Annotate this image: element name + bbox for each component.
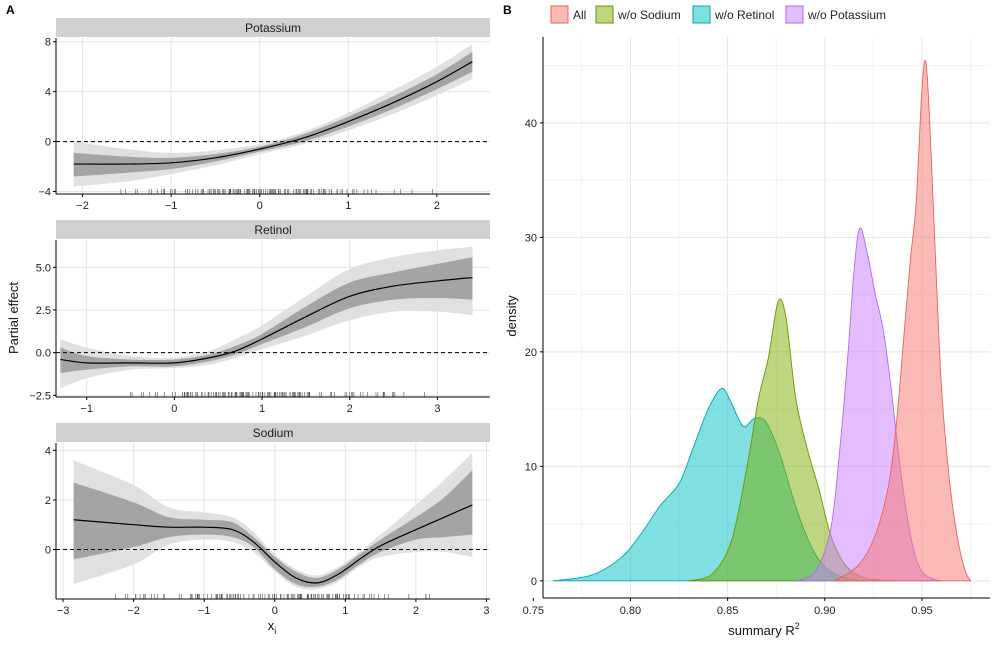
panel-b-ylabel: density (504, 295, 519, 337)
y-tick-label: 20 (525, 347, 537, 359)
x-tick-label: 0 (272, 605, 278, 617)
y-tick-label: 30 (525, 232, 537, 244)
y-tick-label: 5.0 (36, 262, 51, 274)
x-tick-label: 3 (434, 403, 440, 415)
panel-b-xlabel-sup: 2 (795, 621, 800, 631)
y-tick-label: 0 (45, 544, 51, 556)
y-tick-label: 0 (45, 137, 51, 149)
panel-b-legend: All w/o Sodium w/o Retinol w/o Potassium (550, 5, 886, 24)
x-tick-label: −2 (76, 200, 89, 212)
x-tick-label: 3 (483, 605, 489, 617)
x-tick-label: 2 (413, 605, 419, 617)
x-tick-label: −1 (165, 200, 178, 212)
legend-key-all (550, 5, 569, 24)
x-tick-label: 0.95 (911, 605, 932, 617)
legend-label-w-o-sodium: w/o Sodium (617, 8, 681, 22)
x-tick-label: 0 (171, 403, 177, 415)
panel-a-facets: Potassium −2 −1 0 1 2 −4 0 4 8 Retinol −1 0 1 2 3 −2.5 0.… (29, 18, 490, 617)
y-tick-label: 40 (525, 118, 537, 130)
y-tick-label: 0 (531, 576, 537, 588)
facet-potassium: Potassium −2 −1 0 1 2 −4 0 4 8 (38, 18, 490, 212)
panel-b-density-plot: 0.75 0.80 0.85 0.90 0.95 0 10 20 30 40 (523, 37, 990, 617)
x-tick-label: 0.90 (814, 605, 835, 617)
facet-strip-retinol (56, 220, 490, 239)
legend-key-w-o-potassium (785, 5, 804, 24)
x-tick-label: −3 (57, 605, 70, 617)
x-tick-label: 1 (259, 403, 265, 415)
y-tick-label: 2 (45, 495, 51, 507)
facet-title-retinol: Retinol (254, 223, 291, 237)
legend-key-w-o-sodium (595, 5, 614, 24)
legend-key-w-o-retinol (692, 5, 711, 24)
y-tick-label: 10 (525, 461, 537, 473)
confidence-band-inner-sodium (73, 470, 473, 587)
density-area-all (832, 60, 972, 582)
legend-label-w-o-retinol: w/o Retinol (714, 8, 774, 22)
confidence-band-inner-potassium (73, 51, 473, 177)
x-tick-label: 0.75 (523, 605, 544, 617)
x-tick-label: −1 (80, 403, 93, 415)
confidence-band-outer-retinol (60, 246, 473, 389)
legend-label-w-o-potassium: w/o Potassium (807, 8, 886, 22)
x-tick-label: 1 (345, 200, 351, 212)
confidence-band-inner-retinol (60, 257, 473, 374)
x-tick-label: 2 (434, 200, 440, 212)
fitted-line-retinol (60, 276, 473, 364)
x-tick-label: 0 (257, 200, 263, 212)
y-tick-label: 2.5 (36, 305, 51, 317)
x-tick-label: −1 (198, 605, 211, 617)
x-tick-label: 1 (342, 605, 348, 617)
panel-a-ylabel: Partial effect (6, 282, 21, 354)
rug-retinol (130, 392, 425, 397)
x-tick-label: 2 (347, 403, 353, 415)
facet-title-sodium: Sodium (253, 426, 294, 440)
y-tick-label: 4 (45, 445, 51, 457)
facet-title-potassium: Potassium (245, 21, 301, 35)
panel-a-xlabel-sub: i (274, 626, 276, 636)
x-tick-label: −2 (127, 605, 140, 617)
y-tick-label: 8 (45, 37, 51, 49)
facet-strip-sodium (56, 423, 490, 442)
y-tick-label: −2.5 (29, 390, 51, 402)
panel-b-tag: B (503, 3, 512, 17)
fitted-line-sodium (73, 504, 473, 584)
panel-b-xlabel: summary R2 (728, 621, 799, 638)
rug-potassium (120, 189, 433, 194)
x-tick-label: 0.80 (620, 605, 641, 617)
panel-a-tag: A (6, 3, 15, 17)
y-tick-label: 4 (45, 87, 51, 99)
y-tick-label: 0.0 (36, 348, 51, 360)
facet-strip-potassium (56, 18, 490, 37)
panel-a-xlabel: xi (268, 618, 277, 636)
rug-sodium (115, 594, 430, 599)
x-tick-label: 0.85 (717, 605, 738, 617)
legend-label-all: All (573, 8, 586, 22)
panel-b-xlabel-main: summary R (728, 623, 794, 638)
facet-retinol: Retinol −1 0 1 2 3 −2.5 0.0 2.5 5.0 (29, 220, 490, 415)
fitted-line-potassium (73, 61, 473, 165)
y-tick-label: −4 (38, 187, 51, 199)
panel-a-xlabel-main: x (268, 618, 275, 633)
facet-sodium: Sodium −3 −2 −1 0 1 2 3 0 2 4 (45, 423, 490, 617)
